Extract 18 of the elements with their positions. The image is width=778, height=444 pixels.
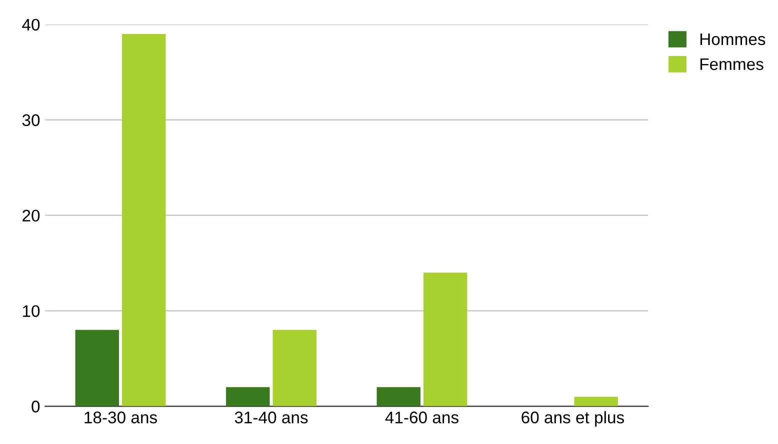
bar bbox=[122, 34, 166, 406]
y-tick-label: 40 bbox=[22, 18, 40, 31]
x-tick-label: 60 ans et plus bbox=[522, 411, 624, 427]
bar bbox=[376, 387, 420, 406]
x-tick-label: 31-40 ans bbox=[234, 412, 308, 424]
bar bbox=[574, 396, 618, 406]
x-tick-label: 41-60 ans bbox=[385, 412, 458, 424]
legend-label: Femmes bbox=[700, 58, 764, 70]
bar bbox=[75, 330, 119, 406]
bar bbox=[272, 330, 316, 406]
bar bbox=[423, 272, 468, 406]
bar bbox=[226, 387, 270, 406]
legend-label: Hommes bbox=[700, 33, 766, 46]
y-tick-label: 30 bbox=[22, 114, 40, 126]
y-tick-label: 20 bbox=[22, 210, 40, 222]
y-tick-label: 10 bbox=[22, 305, 40, 318]
y-tick-label: 0 bbox=[32, 400, 40, 412]
x-tick-label: 18-30 ans bbox=[84, 412, 157, 424]
